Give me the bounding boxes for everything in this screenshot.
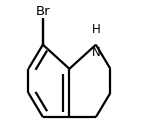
Text: H: H xyxy=(92,23,100,36)
Text: N: N xyxy=(92,46,100,59)
Text: Br: Br xyxy=(35,5,50,18)
